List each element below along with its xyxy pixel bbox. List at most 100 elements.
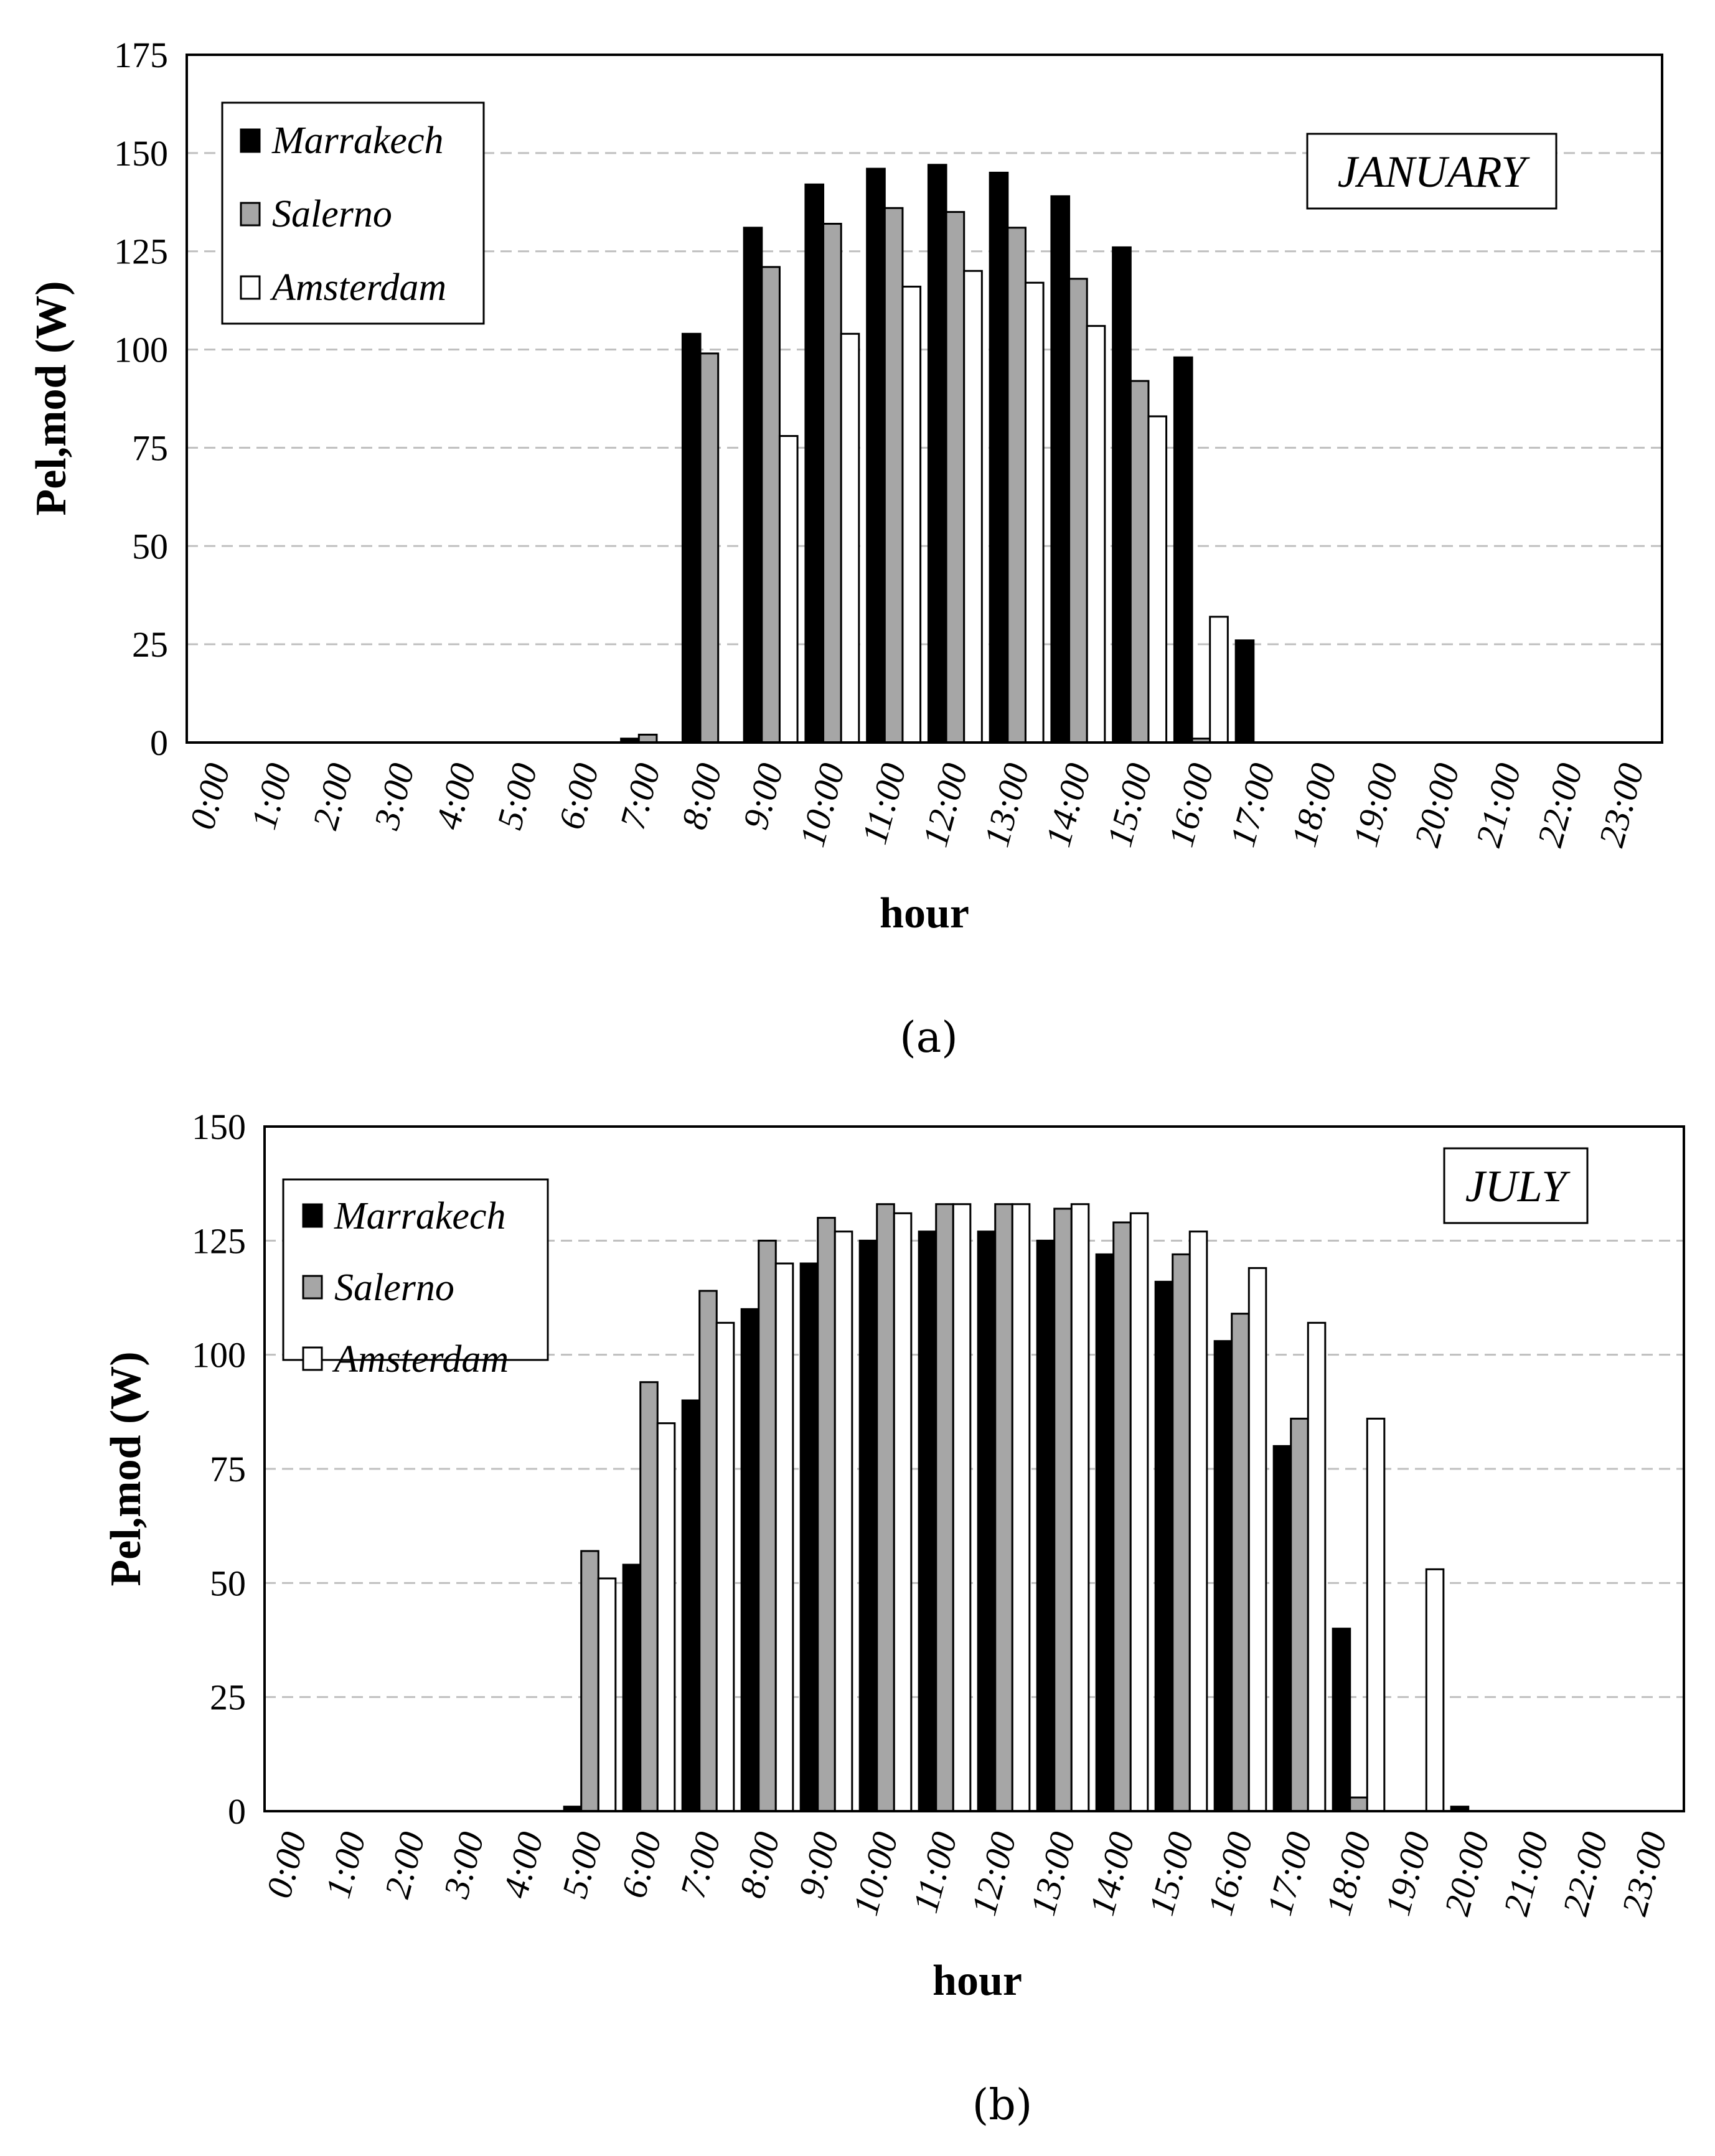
bar-marrakech-15-00 (1154, 1280, 1174, 1812)
legend-swatch-salerno (302, 1275, 323, 1300)
bar-salerno-13-00 (1053, 1207, 1073, 1812)
x-tick-label-2-00: 2:00 (377, 1828, 433, 1903)
bar-marrakech-16-00 (1173, 356, 1193, 744)
legend-label-marrakech: Marrakech (334, 1195, 505, 1237)
x-tick-label-23-00: 23:00 (1590, 759, 1652, 851)
y-tick-label-100: 100 (192, 1335, 246, 1376)
bar-amsterdam-16-00 (1247, 1267, 1267, 1812)
bar-marrakech-9-00 (799, 1262, 819, 1812)
bar-amsterdam-19-00 (1425, 1568, 1445, 1812)
bar-amsterdam-10-00 (893, 1212, 913, 1812)
bar-salerno-8-00 (758, 1239, 777, 1812)
bar-marrakech-13-00 (1036, 1239, 1056, 1812)
y-tick-label-75: 75 (132, 428, 168, 468)
bar-amsterdam-15-00 (1147, 415, 1168, 744)
bar-salerno-5-00 (580, 1550, 599, 1812)
bar-amsterdam-16-00 (1209, 616, 1229, 744)
y-tick-label-25: 25 (210, 1677, 246, 1718)
x-tick-label-10-00: 10:00 (845, 1828, 906, 1920)
bar-amsterdam-17-00 (1307, 1321, 1327, 1812)
legend-label-amsterdam: Amsterdam (270, 266, 446, 309)
x-tick-label-17-00: 17:00 (1259, 1828, 1320, 1920)
chart-july: 0 25 50 75 100 125 150 0:00 1:00 2:00 3:00 4:00 5:0… (102, 1107, 1685, 2005)
x-tick-label-15-00: 15:00 (1099, 759, 1160, 851)
x-tick-label-20-00: 20:00 (1406, 759, 1467, 851)
legend: Marrakech Salerno Amsterdam (221, 101, 485, 325)
legend-swatch-salerno (240, 202, 261, 227)
legend-swatch-amsterdam (240, 275, 261, 300)
bar-amsterdam-7-00 (715, 1321, 735, 1812)
x-axis-ticks: 0:00 1:00 2:00 3:00 4:00 5:00 6:00 7:00 8:00 9:00… (258, 1828, 1675, 1920)
bar-amsterdam-12-00 (963, 270, 983, 744)
legend-label-amsterdam: Amsterdam (332, 1338, 509, 1380)
bar-marrakech-13-00 (989, 171, 1009, 744)
month-annotation-label: JANUARY (1338, 147, 1531, 197)
panel-label-a: (a) (900, 1013, 958, 1062)
x-tick-label-2-00: 2:00 (304, 759, 360, 834)
bar-marrakech-9-00 (743, 227, 763, 744)
x-tick-label-8-00: 8:00 (674, 759, 730, 834)
x-tick-label-20-00: 20:00 (1436, 1828, 1497, 1920)
x-tick-label-16-00: 16:00 (1200, 1828, 1261, 1920)
x-tick-label-6-00: 6:00 (613, 1828, 669, 1903)
bar-salerno-12-00 (994, 1203, 1013, 1812)
x-tick-label-3-00: 3:00 (435, 1828, 492, 1903)
y-tick-label-0: 0 (150, 723, 168, 763)
bar-marrakech-18-00 (1332, 1628, 1351, 1812)
x-tick-label-13-00: 13:00 (1022, 1828, 1083, 1920)
bar-marrakech-14-00 (1050, 195, 1071, 744)
bar-salerno-14-00 (1112, 1221, 1132, 1812)
bar-salerno-15-00 (1172, 1253, 1191, 1812)
bar-amsterdam-13-00 (1024, 281, 1045, 744)
x-tick-label-4-00: 4:00 (428, 759, 484, 834)
x-tick-label-12-00: 12:00 (914, 759, 975, 851)
x-tick-label-9-00: 9:00 (791, 1828, 847, 1903)
y-tick-label-175: 175 (114, 35, 168, 75)
x-tick-label-18-00: 18:00 (1284, 759, 1345, 851)
y-tick-label-100: 100 (114, 330, 168, 370)
bar-salerno-6-00 (639, 1381, 659, 1812)
x-tick-label-6-00: 6:00 (550, 759, 606, 834)
bar-marrakech-8-00 (740, 1308, 760, 1812)
y-tick-label-150: 150 (192, 1107, 246, 1147)
bar-amsterdam-8-00 (774, 1262, 794, 1812)
bar-salerno-11-00 (883, 207, 904, 744)
bar-salerno-18-00 (1349, 1796, 1368, 1812)
bar-salerno-8-00 (699, 352, 720, 744)
y-axis-ticks: 0 25 50 75 100 125 150 (192, 1107, 246, 1832)
bar-amsterdam-9-00 (834, 1230, 853, 1812)
bar-marrakech-17-00 (1272, 1445, 1292, 1812)
bar-salerno-16-00 (1231, 1313, 1250, 1812)
x-tick-label-5-00: 5:00 (489, 759, 545, 834)
bar-marrakech-11-00 (866, 167, 886, 744)
bar-marrakech-14-00 (1095, 1253, 1115, 1812)
bar-salerno-10-00 (876, 1203, 895, 1812)
x-tick-label-21-00: 21:00 (1495, 1828, 1556, 1920)
x-axis-title: hour (933, 1957, 1022, 2005)
bar-marrakech-17-00 (1234, 639, 1255, 744)
bar-salerno-13-00 (1007, 227, 1027, 744)
bar-amsterdam-11-00 (901, 286, 922, 744)
x-tick-label-15-00: 15:00 (1140, 1828, 1201, 1920)
bar-marrakech-7-00 (681, 1399, 701, 1812)
bar-amsterdam-13-00 (1070, 1203, 1090, 1812)
bar-amsterdam-9-00 (778, 434, 799, 744)
bar-salerno-14-00 (1068, 278, 1088, 744)
x-tick-label-17-00: 17:00 (1222, 759, 1283, 851)
bar-marrakech-11-00 (918, 1230, 937, 1812)
bar-salerno-15-00 (1129, 380, 1150, 744)
bar-salerno-12-00 (945, 211, 966, 744)
x-tick-label-22-00: 22:00 (1529, 759, 1590, 851)
x-axis-ticks: 0:00 1:00 2:00 3:00 4:00 5:00 6:00 7:00 8:00 9:00… (182, 759, 1652, 851)
x-tick-label-14-00: 14:00 (1081, 1828, 1142, 1920)
x-tick-label-1-00: 1:00 (243, 759, 299, 834)
y-axis-ticks: 0 25 50 75 100 125 150 175 (114, 35, 168, 763)
bar-amsterdam-5-00 (597, 1577, 617, 1812)
legend-box (221, 101, 485, 325)
x-tick-label-19-00: 19:00 (1345, 759, 1406, 851)
x-tick-label-13-00: 13:00 (976, 759, 1037, 851)
y-tick-label-125: 125 (192, 1221, 246, 1261)
bar-marrakech-10-00 (804, 183, 825, 744)
bar-salerno-11-00 (935, 1203, 954, 1812)
month-annotation-box (1443, 1147, 1589, 1224)
